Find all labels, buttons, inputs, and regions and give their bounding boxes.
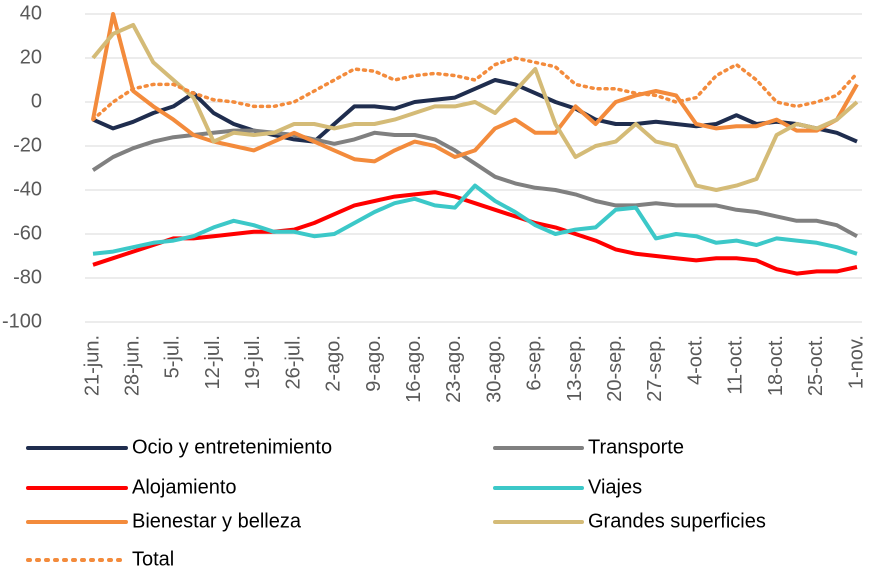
y-tick-label: 40 bbox=[20, 2, 42, 24]
series-line bbox=[91, 23, 859, 192]
x-tick-label: 11-oct. bbox=[725, 335, 747, 395]
x-tick-label: 26-jul. bbox=[282, 335, 304, 389]
y-tick-label: -20 bbox=[13, 134, 42, 156]
legend-label: Transporte bbox=[588, 436, 684, 458]
x-tick-label: 20-sep. bbox=[604, 335, 626, 402]
legend-label: Alojamiento bbox=[132, 476, 237, 498]
y-tick-label: -80 bbox=[13, 266, 42, 288]
y-tick-label: -40 bbox=[13, 178, 42, 200]
x-tick-label: 6-sep. bbox=[524, 335, 546, 391]
series-line bbox=[92, 78, 858, 144]
legend-label: Grandes superficies bbox=[588, 510, 766, 532]
series-line bbox=[91, 56, 859, 122]
x-tick-label: 2-ago. bbox=[323, 335, 345, 392]
x-tick-label: 27-sep. bbox=[644, 335, 666, 402]
x-tick-label: 4-oct. bbox=[684, 335, 706, 385]
y-tick-label: 20 bbox=[20, 46, 42, 68]
legend-label: Total bbox=[132, 548, 174, 570]
x-tick-label: 19-jul. bbox=[242, 335, 264, 389]
x-tick-label: 16-ago. bbox=[403, 335, 425, 403]
legend-label: Ocio y entretenimiento bbox=[132, 436, 332, 458]
x-tick-label: 18-oct. bbox=[765, 335, 787, 396]
x-tick-label: 9-ago. bbox=[363, 335, 385, 392]
x-tick-label: 28-jun. bbox=[121, 335, 143, 396]
y-tick-label: 0 bbox=[31, 90, 42, 112]
legend-label: Bienestar y belleza bbox=[132, 510, 302, 532]
x-tick-label: 25-oct. bbox=[805, 335, 827, 396]
y-tick-label: -100 bbox=[2, 310, 42, 332]
x-tick-label: 5-jul. bbox=[162, 335, 184, 378]
x-tick-label: 21-jun. bbox=[81, 335, 103, 396]
x-tick-label: 13-sep. bbox=[564, 335, 586, 402]
series-line bbox=[91, 12, 859, 164]
series-line bbox=[91, 128, 858, 238]
x-tick-label: 30-ago. bbox=[483, 335, 505, 403]
legend-label: Viajes bbox=[588, 476, 642, 498]
series-line bbox=[92, 183, 858, 256]
series-line bbox=[92, 190, 858, 276]
x-tick-label: 23-ago. bbox=[443, 335, 465, 403]
x-tick-label: 12-jul. bbox=[202, 335, 224, 389]
x-tick-label: 1-nov. bbox=[845, 335, 867, 389]
y-tick-label: -60 bbox=[13, 222, 42, 244]
